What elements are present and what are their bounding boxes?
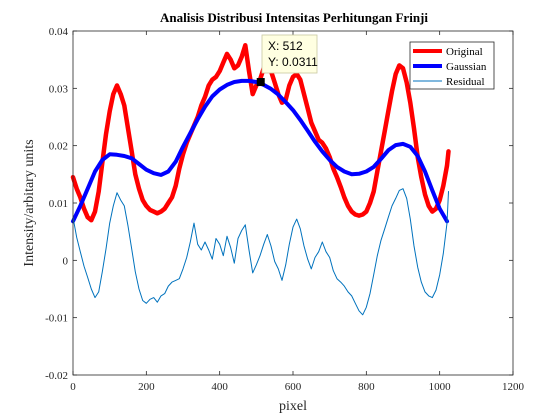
series-line-original[interactable]	[70, 43, 451, 223]
y-tick-label: 0.04	[49, 26, 69, 38]
x-tick-label: 800	[358, 381, 375, 393]
plot-frame	[72, 30, 514, 376]
y-tick-label: 0.01	[49, 198, 68, 210]
y-tick-label: 0.03	[49, 83, 69, 95]
series-line-residual[interactable]	[72, 188, 449, 316]
datatip-x: X: 512	[268, 39, 303, 53]
x-tick-label: 400	[211, 381, 228, 393]
y-tick-label: -0.01	[45, 313, 68, 325]
datatip[interactable]: X: 512 Y: 0.0311	[256, 34, 318, 87]
x-axis-label: pixel	[279, 399, 307, 414]
legend[interactable]: Original Gaussian Residual	[409, 41, 495, 90]
y-axis-ticks: -0.02 -0.01 0 0.01 0.02 0.03 0.04	[45, 26, 513, 382]
x-tick-label: 1000	[429, 381, 452, 393]
chart-title: Analisis Distribusi Intensitas Perhitung…	[160, 10, 428, 25]
x-tick-label: 600	[285, 381, 302, 393]
datatip-y: Y: 0.0311	[268, 55, 318, 69]
y-tick-label: -0.02	[45, 370, 68, 382]
datatip-box	[261, 34, 318, 74]
legend-label-residual: Residual	[446, 76, 485, 88]
y-axis-label: Intensity/arbitary units	[22, 139, 37, 266]
legend-label-original: Original	[446, 46, 483, 58]
x-tick-label: 1200	[502, 381, 525, 393]
x-axis-ticks: 0 200 400 600 800 1000 1200	[70, 31, 525, 393]
y-tick-label: 0.02	[49, 141, 68, 153]
legend-label-gaussian: Gaussian	[446, 61, 487, 73]
x-tick-label: 0	[70, 381, 76, 393]
datatip-marker[interactable]	[256, 78, 265, 87]
y-tick-label: 0	[63, 255, 69, 267]
x-tick-label: 200	[138, 381, 155, 393]
